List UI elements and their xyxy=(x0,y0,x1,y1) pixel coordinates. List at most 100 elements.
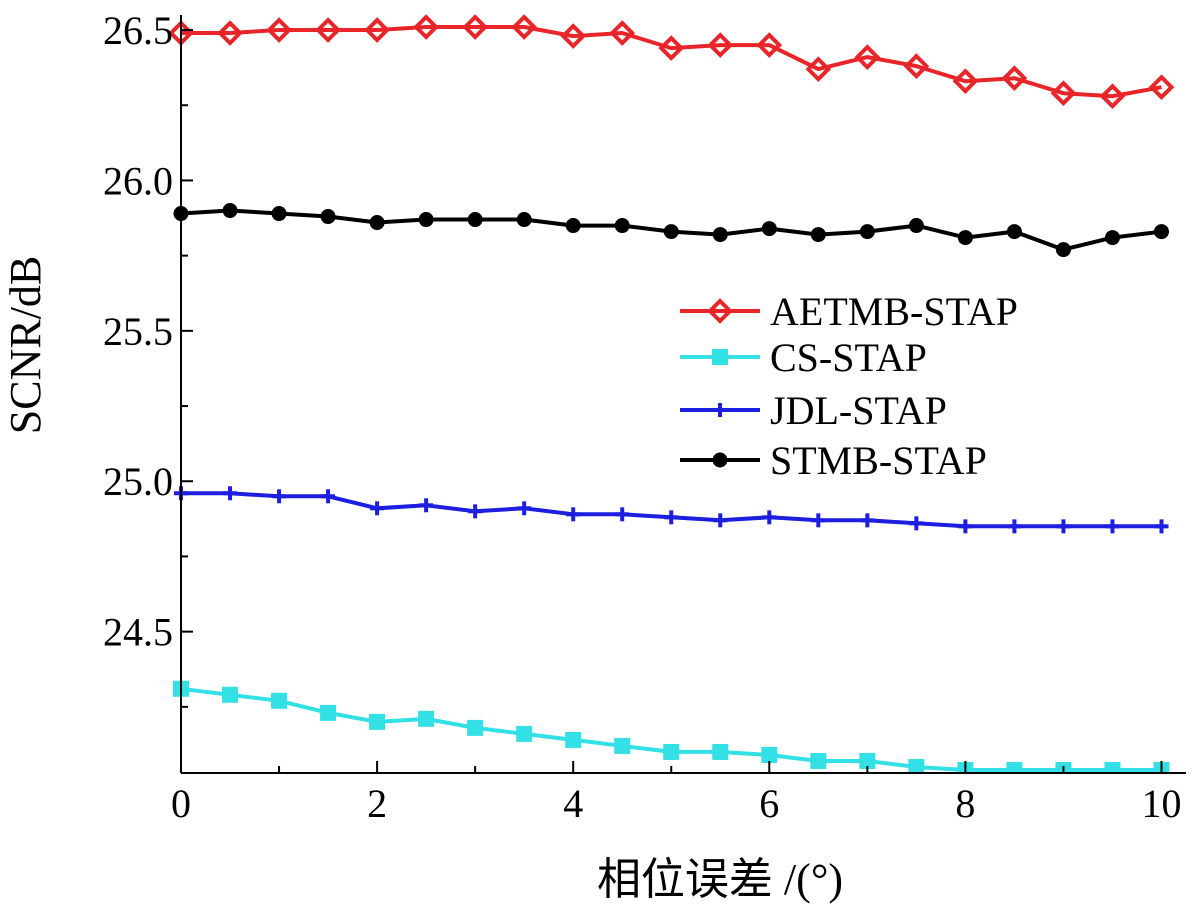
data-point-aetmb-stap-6 xyxy=(462,14,488,40)
legend-marker xyxy=(712,452,728,468)
x-tick-label: 4 xyxy=(563,781,583,826)
data-point-jdl-stap-3 xyxy=(321,489,336,504)
data-point-jdl-stap-4 xyxy=(370,501,385,516)
data-point-cs-stap-5 xyxy=(418,710,435,727)
legend-marker xyxy=(707,298,733,324)
x-tick-label: 10 xyxy=(1141,781,1181,826)
data-point-stmb-stap-11 xyxy=(712,227,728,243)
data-point-aetmb-stap-10 xyxy=(658,35,685,61)
data-point-jdl-stap-10 xyxy=(664,510,679,525)
data-point-jdl-stap-16 xyxy=(958,519,973,534)
data-point-aetmb-stap-17 xyxy=(1001,65,1028,91)
data-point-stmb-stap-17 xyxy=(1006,224,1022,240)
data-point-aetmb-stap-19 xyxy=(1099,83,1126,110)
data-point-stmb-stap-16 xyxy=(957,230,973,246)
data-point-aetmb-stap-7 xyxy=(511,14,537,40)
axes: 0 2 4 6 8 10 24.5 25.0 25.5 26.0 26.5 xyxy=(103,8,1186,826)
data-point-stmb-stap-1 xyxy=(222,203,238,219)
data-point-jdl-stap-15 xyxy=(909,516,924,531)
data-point-cs-stap-1 xyxy=(222,686,239,703)
data-point-cs-stap-6 xyxy=(467,719,484,736)
x-tick-label: 0 xyxy=(171,781,191,826)
data-point-cs-stap-13 xyxy=(810,752,827,769)
data-point-aetmb-stap-9 xyxy=(609,20,636,46)
data-point-jdl-stap-11 xyxy=(713,513,728,528)
data-point-stmb-stap-4 xyxy=(369,215,385,231)
data-point-cs-stap-17 xyxy=(1006,761,1023,773)
data-point-aetmb-stap-15 xyxy=(903,53,930,79)
data-point-aetmb-stap-18 xyxy=(1050,80,1077,107)
data-point-stmb-stap-3 xyxy=(320,209,336,225)
y-tick-label: 25.5 xyxy=(103,309,173,354)
data-point-aetmb-stap-3 xyxy=(315,17,341,43)
data-point-jdl-stap-17 xyxy=(1007,519,1022,534)
data-point-aetmb-stap-11 xyxy=(707,32,734,58)
data-point-jdl-stap-1 xyxy=(223,486,238,501)
data-point-jdl-stap-12 xyxy=(762,510,777,525)
legend-item-stmb-stap: STMB-STAP xyxy=(680,438,987,483)
data-point-cs-stap-15 xyxy=(908,758,925,773)
data-point-aetmb-stap-12 xyxy=(756,32,783,58)
data-point-cs-stap-10 xyxy=(663,743,680,760)
data-point-aetmb-stap-4 xyxy=(364,17,390,43)
series-layer xyxy=(168,14,1175,773)
data-point-cs-stap-12 xyxy=(761,746,778,763)
legend-label: AETMB-STAP xyxy=(770,289,1018,334)
legend-label: CS-STAP xyxy=(770,335,927,380)
data-point-stmb-stap-2 xyxy=(271,206,287,222)
y-axis-title: SCNR/dB xyxy=(1,256,50,435)
data-point-stmb-stap-15 xyxy=(908,218,924,234)
legend-label: JDL-STAP xyxy=(770,388,947,433)
data-point-cs-stap-19 xyxy=(1104,761,1121,773)
data-point-cs-stap-4 xyxy=(369,713,386,730)
data-point-aetmb-stap-20 xyxy=(1148,74,1175,101)
data-point-jdl-stap-7 xyxy=(517,501,532,516)
legend-item-jdl-stap: JDL-STAP xyxy=(680,388,947,433)
series-stmb-stap xyxy=(173,203,1169,258)
data-point-stmb-stap-6 xyxy=(467,212,483,228)
data-point-stmb-stap-7 xyxy=(516,212,532,228)
data-point-stmb-stap-14 xyxy=(859,224,875,240)
data-point-jdl-stap-18 xyxy=(1056,519,1071,534)
series-jdl-stap xyxy=(174,486,1169,534)
data-point-jdl-stap-2 xyxy=(272,489,287,504)
legend-marker xyxy=(712,349,728,365)
y-tick-label: 25.0 xyxy=(103,459,173,504)
data-point-cs-stap-11 xyxy=(712,743,729,760)
data-point-cs-stap-9 xyxy=(614,737,631,754)
legend-marker xyxy=(713,403,727,417)
data-point-stmb-stap-13 xyxy=(810,227,826,243)
data-point-stmb-stap-12 xyxy=(761,221,777,237)
data-point-jdl-stap-5 xyxy=(419,498,434,513)
y-tick-label: 26.5 xyxy=(103,8,173,53)
x-tick-label: 8 xyxy=(955,781,975,826)
data-point-stmb-stap-20 xyxy=(1153,224,1169,240)
data-point-jdl-stap-14 xyxy=(860,513,875,528)
data-point-aetmb-stap-2 xyxy=(266,17,292,43)
data-point-jdl-stap-6 xyxy=(468,504,483,519)
data-point-jdl-stap-9 xyxy=(615,507,630,522)
data-point-aetmb-stap-1 xyxy=(217,20,243,46)
data-point-aetmb-stap-13 xyxy=(805,56,832,82)
legend-label: STMB-STAP xyxy=(770,438,987,483)
legend-item-cs-stap: CS-STAP xyxy=(680,335,927,380)
x-axis-title: 相位误差 /(°) xyxy=(597,855,843,904)
data-point-aetmb-stap-14 xyxy=(854,44,881,70)
data-point-cs-stap-3 xyxy=(320,704,337,721)
data-point-stmb-stap-9 xyxy=(614,218,630,234)
data-point-aetmb-stap-5 xyxy=(413,14,439,40)
data-point-jdl-stap-20 xyxy=(1154,519,1169,534)
series-cs-stap xyxy=(173,680,1170,773)
data-point-jdl-stap-19 xyxy=(1105,519,1120,534)
data-point-aetmb-stap-16 xyxy=(952,68,979,95)
data-point-cs-stap-14 xyxy=(859,752,876,769)
data-point-stmb-stap-10 xyxy=(663,224,679,240)
data-point-cs-stap-7 xyxy=(516,725,533,742)
data-point-cs-stap-8 xyxy=(565,731,582,748)
x-tick-label: 2 xyxy=(367,781,387,826)
data-point-cs-stap-2 xyxy=(271,692,288,709)
data-point-stmb-stap-5 xyxy=(418,212,434,228)
series-aetmb-stap xyxy=(168,14,1175,110)
